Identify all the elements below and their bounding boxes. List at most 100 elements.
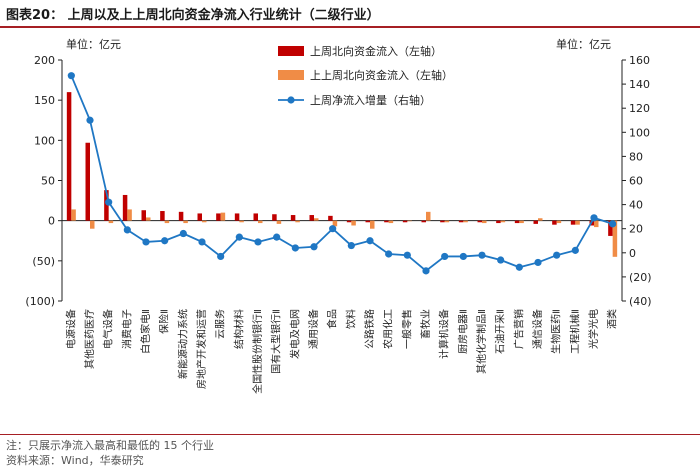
category-label: 其他化学制品Ⅱ	[475, 309, 488, 374]
category-label: 国有大型银行Ⅱ	[270, 309, 283, 374]
net-change-point	[142, 238, 150, 246]
right-axis-tick-label: 0	[629, 247, 636, 260]
bar-prev-week	[164, 220, 170, 224]
bar-prev-week	[519, 220, 524, 224]
bar-prev-week	[108, 220, 114, 224]
net-change-point	[105, 198, 113, 206]
category-label: 电源设备	[64, 309, 77, 349]
category-label: 石油开采Ⅱ	[494, 309, 507, 354]
category-label: 保险Ⅱ	[158, 309, 171, 334]
bar-prev-week	[202, 220, 207, 223]
net-change-point	[571, 246, 579, 254]
bar-last-week	[85, 142, 90, 221]
category-label: 饮料	[344, 309, 357, 329]
bar-prev-week	[388, 220, 394, 224]
line-layer	[67, 72, 617, 275]
bar-last-week	[402, 220, 408, 223]
net-change-point	[515, 263, 523, 271]
category-label: 计算机设备	[438, 309, 451, 359]
bar-last-week	[122, 194, 128, 221]
bar-prev-week	[594, 220, 599, 228]
net-change-point	[273, 233, 281, 241]
category-labels-layer: 电源设备 其他医药医疗 电气设备 消费电子 白色家电Ⅱ 保险Ⅱ 新能源动力系统 房地产开发和运…	[64, 309, 618, 394]
category-label: 电气设备	[102, 309, 115, 349]
footer-source: 资料来源：Wind，华泰研究	[6, 454, 144, 467]
net-change-point	[291, 244, 299, 252]
left-axis-tick-label: (100)	[25, 295, 55, 308]
net-change-point	[366, 237, 374, 245]
category-label: 食品	[326, 309, 339, 329]
right-axis-tick-label: 60	[629, 175, 643, 188]
category-label: 其他医药医疗	[83, 309, 96, 369]
category-label: 工程机械Ⅱ	[568, 309, 581, 354]
category-label: 酒类	[606, 309, 619, 329]
legend-label: 上周净流入增量（右轴）	[310, 93, 431, 107]
bar-prev-week	[295, 220, 300, 223]
bar-prev-week	[463, 220, 468, 223]
bar-prev-week	[426, 211, 431, 221]
bar-last-week	[197, 213, 202, 221]
bar-last-week	[66, 92, 72, 221]
net-change-point	[161, 237, 169, 245]
legend-swatch	[278, 46, 304, 56]
net-change-point	[86, 116, 94, 124]
legend-swatch-marker	[287, 96, 295, 104]
net-change-point	[497, 256, 505, 264]
right-axis-tick-label: 80	[629, 150, 643, 163]
category-label: 发电及电网	[288, 309, 301, 359]
net-change-point	[553, 251, 561, 259]
net-change-point	[422, 267, 430, 275]
bar-prev-week	[146, 217, 151, 221]
bar-prev-week	[332, 220, 338, 227]
net-change-point	[441, 252, 449, 261]
bar-prev-week	[220, 212, 226, 221]
category-label: 厨房电器Ⅱ	[456, 309, 469, 354]
left-axis-tick-label: 150	[34, 94, 55, 107]
category-label: 通信设备	[531, 309, 544, 349]
bar-last-week	[570, 220, 576, 225]
north-bound-flow-chart: (100) (50) 0 50 100 150 200 (40) (20) 0 20 40 60 80 10…	[25, 37, 651, 394]
left-axis-unit-label: 单位：亿元	[66, 37, 121, 51]
category-label: 新能源动力系统	[176, 309, 189, 379]
right-axis-unit-label: 单位：亿元	[556, 37, 611, 51]
net-change-point	[403, 251, 411, 259]
bar-prev-week	[71, 209, 76, 221]
category-label: 农用化工	[382, 309, 395, 349]
bar-last-week	[346, 220, 352, 223]
figure-header: 图表20： 上周以及上上周北向资金净流入行业统计（二级行业）	[0, 0, 700, 28]
bar-last-week	[496, 220, 501, 224]
net-change-point	[478, 251, 486, 259]
category-label: 广告营销	[512, 309, 525, 349]
right-axis-tick-label: 40	[629, 199, 643, 212]
net-change-point	[609, 220, 617, 228]
bar-last-week	[458, 220, 464, 223]
legend-swatch	[278, 70, 304, 80]
bar-last-week	[104, 190, 109, 221]
bar-prev-week	[314, 218, 319, 221]
net-change-point	[179, 229, 187, 238]
bar-last-week	[216, 213, 221, 221]
bar-last-week	[365, 220, 370, 223]
legend-label: 上上周北向资金流入（左轴）	[310, 68, 453, 82]
net-change-point	[534, 258, 542, 267]
bar-prev-week	[482, 220, 487, 224]
bar-prev-week	[127, 209, 132, 221]
bar-last-week	[309, 215, 314, 221]
bar-last-week	[440, 220, 445, 223]
net-change-point	[310, 243, 318, 251]
category-label: 一般零售	[400, 309, 413, 349]
net-change-point	[254, 238, 262, 246]
category-label: 光学光电	[587, 309, 600, 349]
left-axis-tick-label: 200	[34, 54, 55, 67]
bar-prev-week	[90, 220, 95, 229]
bar-last-week	[178, 211, 184, 221]
category-label: 白色家电Ⅱ	[139, 309, 152, 354]
bar-last-week	[141, 210, 146, 221]
bar-last-week	[421, 220, 426, 223]
bar-last-week	[552, 220, 557, 225]
category-label: 生物医药Ⅱ	[550, 309, 563, 354]
bar-prev-week	[500, 220, 506, 223]
bar-last-week	[384, 220, 389, 223]
axes-layer: (100) (50) 0 50 100 150 200 (40) (20) 0 20 40 60 80 10…	[25, 54, 651, 308]
net-change-point	[385, 250, 393, 258]
